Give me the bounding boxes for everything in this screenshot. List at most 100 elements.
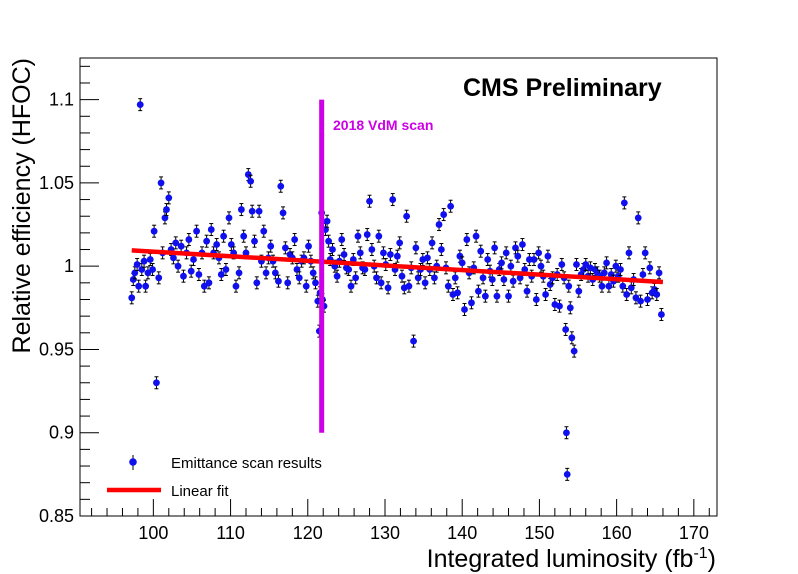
data-point (607, 268, 615, 282)
data-point (271, 266, 279, 280)
point-marker (333, 272, 341, 280)
point-marker (634, 214, 642, 222)
point-marker (338, 236, 346, 243)
y-axis: 0.85 0.9 0.95 1 1.05 1.1 (39, 65, 99, 526)
data-point (153, 376, 160, 390)
point-marker (565, 282, 573, 290)
point-marker (237, 206, 245, 213)
point-marker (500, 276, 508, 283)
data-point (537, 259, 545, 273)
data-point (180, 269, 187, 283)
data-point (625, 246, 633, 260)
data-point (157, 176, 165, 190)
data-point (484, 253, 492, 267)
data-point (502, 246, 510, 260)
plot-frame (79, 57, 718, 517)
point-marker (428, 239, 436, 247)
data-point (646, 261, 654, 275)
point-marker (600, 269, 608, 277)
point-marker (558, 261, 566, 268)
x-tick-label: 170 (679, 523, 709, 543)
data-point (323, 214, 331, 228)
point-marker (279, 209, 287, 217)
point-marker (150, 227, 158, 235)
data-point (240, 229, 248, 243)
x-axis-title: Integrated luminosity (fb-1) (427, 545, 716, 573)
point-marker (477, 247, 485, 255)
point-marker (519, 241, 526, 248)
x-axis: 100 110 120 130 140 150 160 170 (91, 499, 710, 543)
point-marker (153, 379, 160, 387)
point-marker (458, 259, 466, 267)
point-marker (512, 244, 519, 252)
point-marker (368, 246, 376, 253)
point-marker (262, 269, 270, 277)
data-point (352, 271, 360, 285)
point-marker (373, 274, 380, 282)
point-marker (389, 196, 397, 203)
point-marker (605, 282, 613, 290)
point-marker (658, 311, 665, 318)
point-marker (655, 269, 663, 277)
data-point (493, 289, 501, 303)
point-marker (620, 199, 628, 207)
point-marker (456, 252, 464, 260)
point-marker (193, 227, 200, 235)
point-marker (502, 249, 510, 257)
point-marker (468, 299, 475, 307)
point-marker (251, 237, 258, 245)
point-marker (240, 232, 248, 240)
point-marker (255, 207, 263, 215)
point-marker (361, 266, 369, 273)
x-tick-label: 140 (447, 523, 477, 543)
data-point (384, 281, 392, 295)
data-point (150, 224, 158, 238)
data-point (375, 229, 383, 243)
data-point (142, 279, 150, 293)
point-marker (187, 267, 195, 275)
data-point (149, 263, 156, 277)
data-point (185, 233, 193, 247)
point-marker (544, 252, 552, 260)
point-marker (227, 241, 235, 248)
data-point (412, 241, 420, 255)
point-marker (157, 179, 165, 187)
y-tick-label: 0.85 (39, 506, 74, 526)
point-marker (366, 197, 373, 205)
data-point (293, 263, 301, 277)
data-point (498, 256, 505, 270)
data-point (305, 239, 312, 253)
data-point (563, 426, 570, 440)
point-marker (149, 266, 156, 273)
data-point (368, 243, 376, 257)
x-axis-title-end: ) (708, 545, 716, 573)
point-marker (293, 266, 301, 273)
point-marker (509, 277, 517, 285)
point-marker (479, 274, 487, 282)
data-point (563, 467, 571, 481)
data-point (309, 266, 317, 280)
x-tick-label: 120 (293, 523, 323, 543)
data-point (251, 234, 258, 248)
data-point (530, 253, 538, 267)
point-marker (220, 232, 228, 240)
data-point (461, 302, 468, 316)
data-point (217, 268, 225, 282)
point-marker (537, 262, 545, 270)
data-point (428, 236, 436, 250)
data-point (444, 279, 452, 293)
data-point (653, 287, 661, 301)
data-point (187, 264, 195, 278)
data-point (634, 211, 642, 225)
data-point (225, 211, 233, 225)
point-marker (398, 272, 406, 280)
point-marker (516, 274, 524, 282)
data-point (620, 196, 628, 210)
point-marker (136, 101, 144, 109)
point-marker (637, 297, 644, 305)
data-point (535, 246, 543, 260)
point-marker (521, 266, 529, 273)
point-marker (253, 279, 261, 287)
data-point (603, 256, 610, 270)
data-point (275, 274, 282, 288)
